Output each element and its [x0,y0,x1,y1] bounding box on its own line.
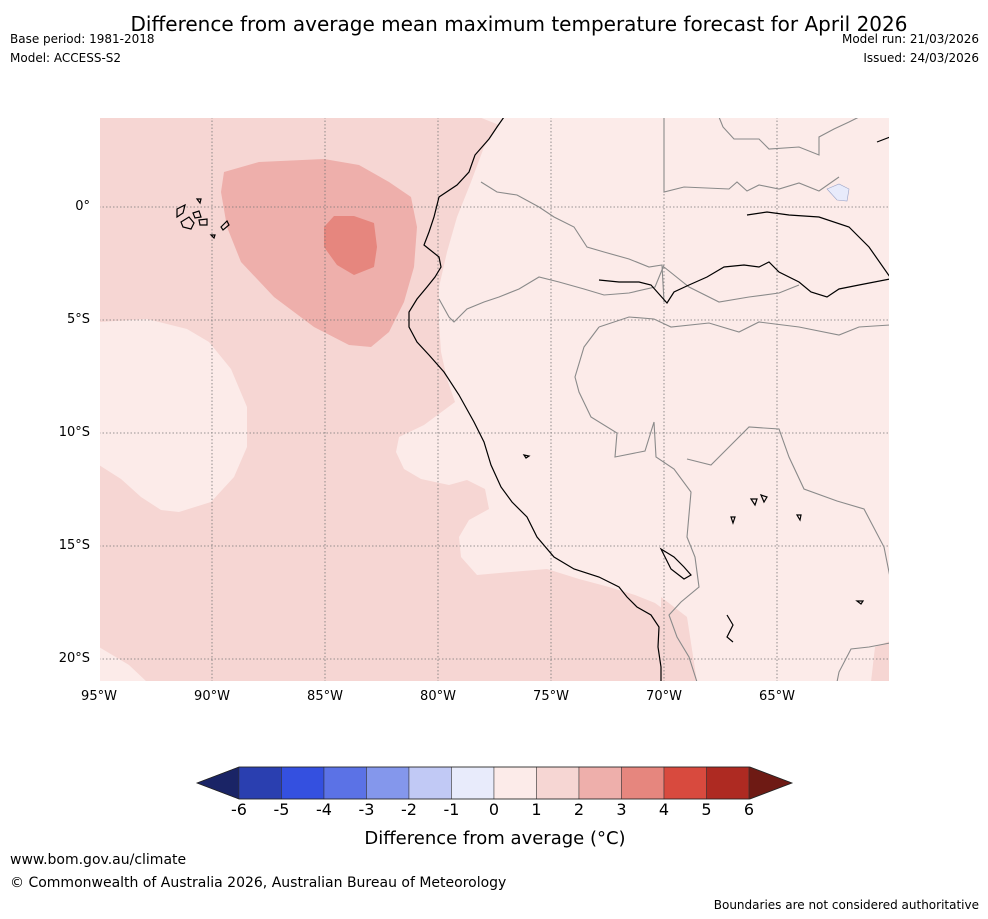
colorbar [195,766,794,800]
colorbar-segment [578,766,622,800]
land-anomaly-neg-1-0 [826,183,850,202]
coastline [408,117,890,682]
colorbar-segment [408,766,452,800]
colorbar-tick-label: -3 [358,800,375,819]
colorbar-tick-label: 0 [488,800,500,819]
andean-lakes [522,454,865,643]
colorbar-outline [195,766,794,800]
meta-right: Model run: 21/03/2026 Issued: 24/03/2026 [842,30,979,68]
lon-label-90w: 90°W [194,689,230,704]
colorbar-tick-label: -4 [316,800,332,819]
ocean-anomaly-2-3 [221,159,417,347]
lon-label-85w: 85°W [307,689,343,704]
lat-label-5s: 5°S [66,312,90,327]
colorbar-extend-high [748,766,793,800]
colorbar-tick-label: 5 [701,800,712,819]
lon-label-75w: 75°W [533,689,569,704]
colorbar-segment [493,766,537,800]
ocean-anomaly-3-4 [324,216,377,275]
lat-label-15s: 15°S [58,538,90,553]
issued-date: Issued: 24/03/2026 [863,51,979,65]
copyright-text: © Commonwealth of Australia 2026, Austra… [10,875,507,891]
meta-left: Base period: 1981-2018 Model: ACCESS-S2 [10,30,155,68]
colorbar-tick-label: 3 [616,800,627,819]
colorbar-segments [196,766,793,800]
map-title: Difference from average mean maximum tem… [130,12,908,36]
lon-label-70w: 70°W [646,689,682,704]
lat-label-0: 0° [75,199,90,214]
colorbar-segment [366,766,410,800]
colorbar-tick-label: -1 [443,800,460,819]
disclaimer-text: Boundaries are not considered authoritat… [713,898,979,912]
lon-label-95w: 95°W [81,689,117,704]
colorbar-segment [238,766,282,800]
colorbar-segment [323,766,367,800]
colorbar-segment [451,766,495,800]
lat-gridlines [99,206,890,660]
base-period: Base period: 1981-2018 [10,32,155,46]
forecast-map [99,117,890,682]
lat-label-10s: 10°S [58,425,90,440]
model-name: Model: ACCESS-S2 [10,51,122,65]
colorbar-tick-label: 4 [658,800,670,819]
colorbar-title: Difference from average (°C) [364,828,626,849]
galapagos-islands [176,198,230,240]
colorbar-tick-label: -6 [231,800,247,819]
colorbar-segment [663,766,707,800]
country-borders [438,117,890,682]
colorbar-segment [536,766,580,800]
lon-label-80w: 80°W [420,689,456,704]
land-anomaly-0-1 [396,117,890,682]
lat-label-20s: 20°S [58,651,90,666]
colorbar-extend-low [196,766,240,800]
ocean-anomaly-0-1-west [99,319,247,512]
colorbar-tick-label: 1 [531,800,542,819]
colorbar-tick-label: -5 [273,800,290,819]
colorbar-tick-label: -2 [401,800,417,819]
website-link[interactable]: www.bom.gov.au/climate [10,852,187,868]
colorbar-segment [281,766,325,800]
lon-label-65w: 65°W [759,689,795,704]
colorbar-segment [621,766,665,800]
land-anomaly-1-2-southeast [871,641,890,682]
colorbar-tick-label: 2 [573,800,585,819]
ocean-anomaly-0-1-southwest [99,647,147,682]
model-run: Model run: 21/03/2026 [841,32,979,46]
colorbar-tick-label: 6 [743,800,755,819]
colorbar-segment [706,766,750,800]
